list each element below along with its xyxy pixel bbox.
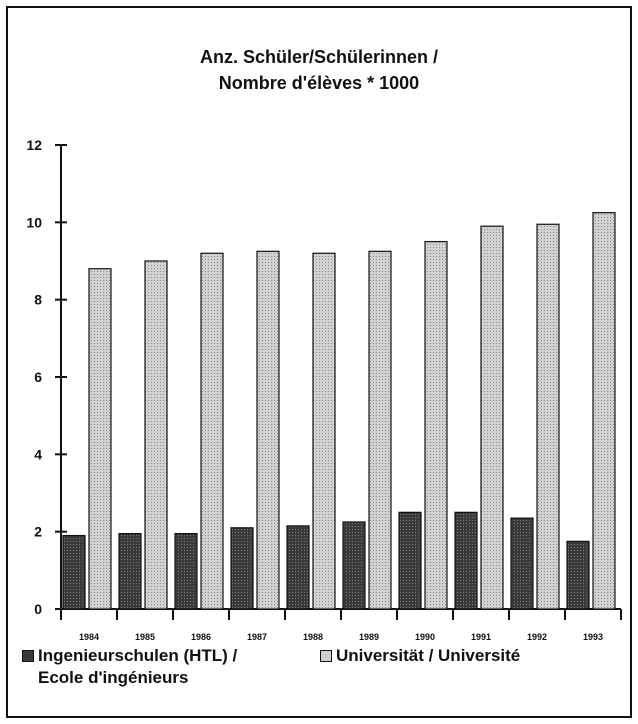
x-tick-label: 1985 <box>135 632 155 642</box>
bar-university <box>256 250 280 610</box>
bar-university <box>424 241 448 610</box>
bar-htl <box>230 527 254 610</box>
legend-label-university: Universität / Université <box>336 646 521 665</box>
x-tick-label: 1988 <box>303 632 323 642</box>
bar-htl <box>454 511 478 610</box>
x-tick-label: 1989 <box>359 632 379 642</box>
bar-htl <box>62 534 86 610</box>
bar-university <box>480 225 504 610</box>
x-tick-label: 1991 <box>471 632 491 642</box>
bar-htl <box>118 532 142 610</box>
x-tick-label: 1993 <box>583 632 603 642</box>
bar-htl <box>342 521 366 610</box>
chart-title: Anz. Schüler/Schülerinnen / Nombre d'élè… <box>0 44 638 96</box>
bar-university <box>536 223 560 610</box>
y-tick-label: 6 <box>34 369 42 385</box>
legend-swatch-university <box>320 650 332 662</box>
bar-university <box>592 212 616 610</box>
y-tick-label: 12 <box>26 137 42 153</box>
bar-university <box>312 252 336 610</box>
chart-title-line-1: Anz. Schüler/Schülerinnen / <box>199 47 439 67</box>
legend-label-htl-line-1: Ingenieurschulen (HTL) / <box>38 646 238 665</box>
y-tick-label: 10 <box>26 214 42 230</box>
x-tick-label: 1986 <box>191 632 211 642</box>
bar-htl <box>174 532 198 610</box>
y-tick-label: 2 <box>34 524 42 540</box>
bar-university <box>368 250 392 610</box>
bar-university <box>88 268 112 610</box>
bar-htl <box>566 540 590 610</box>
legend-swatch-htl <box>22 650 34 662</box>
chart-title-line-2: Nombre d'élèves * 1000 <box>218 73 420 93</box>
bar-htl <box>398 511 422 610</box>
y-tick-label: 4 <box>34 446 42 462</box>
bar-university <box>144 260 168 610</box>
legend-item-university: Universität / Université <box>320 646 520 666</box>
legend-label-htl-line-2: Ecole d'ingénieurs <box>38 668 189 687</box>
x-tick-label: 1987 <box>247 632 267 642</box>
bar-university <box>200 252 224 610</box>
x-tick-label: 1984 <box>79 632 99 642</box>
y-tick-label: 0 <box>34 601 42 617</box>
y-tick-label: 8 <box>34 292 42 308</box>
legend-item-htl: Ingenieurschulen (HTL) / <box>22 646 237 666</box>
bar-htl <box>510 517 534 610</box>
bar-htl <box>286 525 310 610</box>
legend: Ingenieurschulen (HTL) / Ecole d'ingénie… <box>22 646 622 712</box>
x-tick-label: 1990 <box>415 632 435 642</box>
x-tick-label: 1992 <box>527 632 547 642</box>
